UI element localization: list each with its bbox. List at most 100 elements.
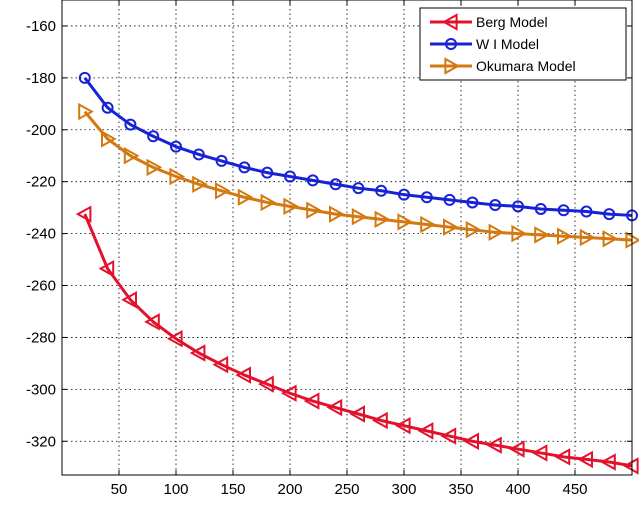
data-point bbox=[329, 205, 345, 223]
series-line bbox=[83, 213, 633, 468]
data-point bbox=[123, 147, 140, 165]
data-point bbox=[326, 398, 343, 417]
x-tick-label: 250 bbox=[334, 481, 359, 498]
data-point bbox=[329, 178, 342, 191]
data-point bbox=[351, 208, 368, 226]
data-point bbox=[235, 366, 251, 384]
x-tick-label: 350 bbox=[448, 481, 473, 498]
data-point bbox=[531, 444, 548, 462]
data-point bbox=[215, 154, 228, 167]
data-point bbox=[398, 188, 410, 201]
series-line bbox=[83, 76, 633, 217]
data-point bbox=[420, 191, 433, 204]
data-point bbox=[579, 228, 596, 247]
data-point bbox=[349, 405, 365, 423]
data-point bbox=[394, 416, 411, 435]
data-point bbox=[215, 182, 231, 200]
data-point bbox=[260, 193, 277, 212]
legend-label: W I Model bbox=[476, 36, 539, 52]
data-point bbox=[146, 158, 163, 177]
y-tick-label: -220 bbox=[26, 174, 56, 191]
data-point bbox=[121, 291, 137, 309]
data-point bbox=[284, 170, 296, 183]
axis-ticks: 50 100 150 200 250 300 350 400 450 -320 -300 -280 -2… bbox=[26, 0, 632, 498]
series-line bbox=[83, 110, 633, 242]
grid-lines bbox=[62, 0, 632, 475]
data-point bbox=[443, 218, 459, 236]
data-point bbox=[557, 227, 573, 245]
data-point bbox=[375, 184, 388, 197]
data-point bbox=[420, 215, 436, 234]
data-point bbox=[306, 174, 319, 187]
x-tick-label: 150 bbox=[220, 481, 245, 498]
legend: Berg Model W I Model Okumara Model bbox=[419, 7, 627, 81]
data-point bbox=[603, 208, 616, 221]
series-2 bbox=[78, 102, 639, 249]
data-point bbox=[511, 224, 528, 243]
data-point bbox=[580, 205, 593, 218]
data-point bbox=[166, 330, 183, 348]
data-point bbox=[466, 196, 479, 209]
data-point bbox=[238, 161, 251, 174]
data-point bbox=[75, 205, 92, 223]
data-point bbox=[512, 200, 524, 213]
data-point bbox=[489, 199, 502, 212]
data-point bbox=[144, 313, 160, 331]
data-point bbox=[486, 436, 502, 454]
x-tick-label: 400 bbox=[505, 481, 530, 498]
data-point bbox=[258, 375, 274, 393]
data-point bbox=[101, 101, 114, 114]
data-point bbox=[417, 422, 434, 440]
data-point bbox=[78, 102, 94, 121]
x-tick-label: 50 bbox=[111, 481, 128, 498]
data-point bbox=[534, 202, 547, 215]
data-point bbox=[440, 427, 457, 445]
data-point bbox=[554, 448, 571, 466]
legend-label: Okumara Model bbox=[476, 58, 576, 74]
series-0 bbox=[75, 205, 639, 475]
data-point bbox=[352, 182, 365, 195]
y-tick-label: -200 bbox=[26, 122, 56, 139]
y-tick-label: -300 bbox=[26, 381, 56, 398]
data-point bbox=[622, 457, 639, 475]
data-point bbox=[192, 175, 208, 193]
x-tick-label: 200 bbox=[277, 481, 302, 498]
series-1 bbox=[78, 71, 638, 222]
data-point bbox=[306, 201, 322, 219]
data-point bbox=[465, 221, 482, 239]
data-point bbox=[147, 130, 160, 143]
legend-entry: Okumara Model bbox=[430, 57, 576, 75]
data-point bbox=[101, 130, 117, 148]
x-tick-label: 300 bbox=[391, 481, 416, 498]
legend-entry: W I Model bbox=[430, 36, 539, 52]
data-point bbox=[169, 167, 186, 186]
legend-swatch-marker bbox=[445, 38, 457, 50]
data-point bbox=[600, 453, 616, 471]
data-point bbox=[98, 259, 115, 278]
legend-label: Berg Model bbox=[476, 14, 548, 30]
data-point bbox=[488, 223, 505, 242]
data-point bbox=[212, 355, 229, 374]
data-point bbox=[237, 188, 254, 206]
data-point bbox=[283, 197, 300, 216]
y-tick-label: -260 bbox=[26, 278, 56, 295]
y-tick-label: -320 bbox=[26, 433, 56, 450]
data-point bbox=[303, 392, 320, 410]
data-point bbox=[78, 71, 91, 84]
series-layer bbox=[75, 71, 639, 475]
data-point bbox=[397, 213, 414, 231]
data-point bbox=[443, 193, 456, 206]
legend-swatch-marker bbox=[444, 57, 461, 75]
x-tick-label: 100 bbox=[163, 481, 188, 498]
data-point bbox=[508, 440, 525, 458]
data-point bbox=[463, 432, 479, 450]
data-point bbox=[534, 226, 550, 244]
data-point bbox=[170, 140, 182, 153]
data-point bbox=[557, 204, 570, 217]
data-point bbox=[124, 118, 137, 131]
data-point bbox=[372, 411, 388, 430]
data-point bbox=[374, 210, 391, 229]
data-point bbox=[261, 166, 274, 179]
data-point bbox=[189, 344, 206, 362]
data-point bbox=[280, 384, 297, 402]
